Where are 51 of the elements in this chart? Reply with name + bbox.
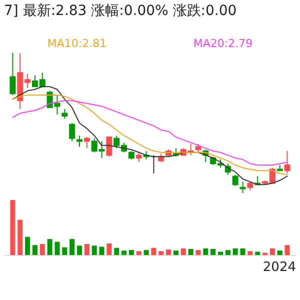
bar — [62, 247, 68, 255]
bar — [128, 250, 134, 255]
bar — [180, 248, 186, 255]
bar — [158, 251, 164, 255]
bar — [106, 243, 112, 255]
candlestick — [10, 52, 16, 96]
bar — [84, 244, 90, 255]
bar — [92, 246, 97, 255]
bar — [270, 248, 275, 255]
bar — [25, 236, 30, 255]
bar — [77, 246, 82, 255]
bar — [99, 246, 104, 255]
candlestick — [150, 154, 157, 174]
bar — [277, 250, 282, 255]
text: MA20:2.79 — [193, 37, 253, 50]
bar — [166, 250, 172, 255]
bar — [232, 248, 238, 255]
bar — [240, 248, 246, 255]
bar — [218, 252, 223, 255]
bar — [188, 248, 194, 255]
bar — [255, 252, 260, 255]
candlestick — [106, 136, 112, 158]
candlestick — [69, 122, 76, 142]
bar — [122, 250, 127, 255]
candlestick — [136, 152, 142, 163]
bar — [47, 239, 52, 255]
bar — [136, 251, 142, 255]
bar — [284, 245, 290, 255]
chart-title: 7] 最新:2.83 涨幅:0.00% 涨跌:0.00 — [4, 3, 237, 19]
bar — [151, 248, 156, 255]
text: MA10:2.81 — [47, 37, 107, 50]
bar — [32, 245, 38, 255]
bar — [18, 220, 23, 255]
candlestick — [62, 108, 68, 120]
candlestick — [240, 181, 246, 194]
bar — [70, 239, 75, 255]
bar — [210, 248, 216, 255]
bar — [173, 250, 178, 255]
bar — [54, 242, 60, 255]
bar — [196, 250, 201, 255]
text: 2024 — [262, 260, 296, 275]
bar — [40, 244, 45, 255]
candlestick — [284, 150, 290, 174]
bar — [225, 250, 230, 255]
bar — [114, 248, 120, 255]
bar — [10, 200, 16, 255]
bar — [248, 251, 253, 255]
bar — [144, 250, 149, 255]
candlestick — [232, 174, 238, 186]
bar — [203, 248, 208, 255]
candlestick — [84, 136, 90, 149]
